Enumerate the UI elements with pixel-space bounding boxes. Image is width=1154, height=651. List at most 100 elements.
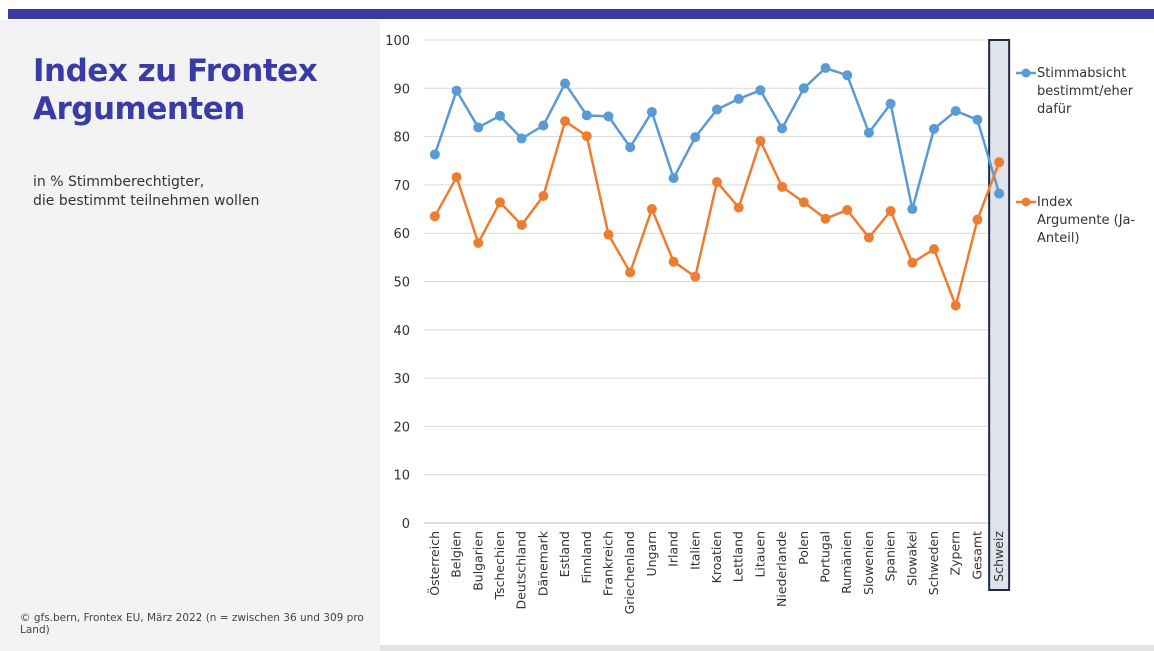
x-tick-label: Bulgarien: [470, 531, 485, 591]
highlight-box-schweiz: [988, 39, 1011, 591]
y-tick-label: 50: [393, 276, 410, 291]
data-point: [777, 123, 788, 134]
y-tick-label: 20: [393, 420, 410, 435]
x-tick-label: Gesamt: [969, 531, 984, 580]
data-point: [712, 177, 722, 188]
data-point: [581, 131, 592, 142]
x-tick-label: Österreich: [426, 531, 442, 596]
data-point: [885, 205, 896, 216]
data-point: [798, 83, 809, 94]
y-tick-label: 10: [393, 469, 410, 484]
data-point: [451, 85, 462, 96]
x-tick-label: Zypern: [948, 531, 963, 575]
data-point: [625, 142, 636, 153]
y-tick-label: 90: [393, 82, 410, 97]
data-point: [516, 219, 527, 230]
top-accent-stripe: [8, 9, 1154, 19]
data-point: [646, 106, 657, 117]
data-point: [625, 267, 636, 278]
data-point: [690, 271, 701, 282]
data-point: [820, 63, 831, 74]
data-point: [733, 202, 744, 213]
data-point: [755, 85, 766, 96]
data-point: [668, 256, 679, 267]
x-tick-label: Ungarn: [644, 531, 659, 577]
legend-label-index-argumente: Index Argumente (Ja-Anteil): [1037, 195, 1136, 246]
data-point: [929, 244, 940, 255]
x-tick-label: Irland: [666, 531, 681, 567]
data-point: [798, 197, 809, 208]
x-tick-label: Slowenien: [861, 531, 876, 595]
x-tick-label: Deutschland: [514, 531, 529, 609]
data-point: [451, 172, 462, 183]
bottom-strip: [380, 645, 1154, 651]
data-point: [712, 104, 722, 115]
x-tick-label: Spanien: [883, 531, 898, 582]
data-point: [994, 188, 1005, 199]
legend-label-stimmabsicht: Stimmabsicht bestimmt/eher dafür: [1037, 66, 1134, 117]
data-point: [516, 133, 527, 144]
source-note: © gfs.bern, Frontex EU, März 2022 (n = z…: [20, 612, 364, 636]
page-title: Index zu Frontex Argumenten: [33, 53, 318, 127]
x-tick-label: Schweiz: [991, 531, 1006, 582]
x-tick-label: Tschechien: [492, 531, 507, 600]
x-tick-label: Italien: [687, 531, 702, 570]
y-tick-label: 80: [393, 131, 410, 146]
data-point: [538, 191, 549, 202]
data-point: [494, 110, 505, 121]
left-panel: [0, 20, 380, 651]
top-accent-bar: [0, 0, 1154, 20]
x-tick-label: Griechenland: [622, 531, 637, 614]
data-point: [842, 205, 853, 216]
legend-dot-marker: [1021, 197, 1031, 207]
x-tick-label: Litauen: [752, 531, 767, 578]
data-point: [885, 98, 896, 109]
x-tick-label: Slowakei: [904, 531, 919, 586]
legend-dot-marker: [1021, 68, 1031, 78]
data-point: [863, 127, 874, 138]
x-tick-label: Dänemark: [535, 530, 550, 596]
x-tick-label: Portugal: [818, 531, 833, 583]
data-point: [690, 132, 701, 143]
y-tick-label: 70: [393, 179, 410, 194]
data-point: [668, 173, 679, 184]
data-point: [907, 204, 918, 215]
data-point: [560, 78, 571, 89]
y-tick-label: 0: [402, 517, 410, 532]
data-point: [994, 157, 1005, 168]
y-tick-label: 100: [385, 34, 410, 49]
data-point: [603, 111, 614, 122]
data-point: [907, 257, 918, 268]
data-point: [929, 123, 940, 134]
x-tick-label: Schweden: [926, 531, 941, 595]
data-point: [972, 214, 983, 225]
data-point: [950, 300, 961, 311]
x-tick-label: Kroatien: [709, 531, 724, 583]
y-tick-label: 30: [393, 372, 410, 387]
data-point: [603, 229, 614, 240]
data-point: [777, 181, 788, 192]
x-tick-label: Rumänien: [839, 531, 854, 594]
data-point: [842, 70, 853, 81]
x-tick-label: Niederlande: [774, 531, 789, 607]
x-tick-label: Polen: [796, 531, 811, 565]
data-point: [820, 213, 831, 224]
data-point: [429, 149, 440, 160]
data-point: [581, 110, 592, 121]
x-tick-label: Lettland: [731, 531, 746, 582]
data-point: [755, 135, 766, 146]
data-point: [494, 197, 505, 208]
data-point: [733, 93, 744, 104]
y-tick-label: 40: [393, 324, 410, 339]
x-tick-label: Belgien: [449, 531, 464, 578]
data-point: [473, 122, 484, 133]
page-subtitle: in % Stimmberechtigter, die bestimmt tei…: [33, 174, 260, 209]
data-point: [863, 232, 874, 243]
data-point: [429, 211, 440, 222]
data-point: [972, 114, 983, 125]
data-point: [473, 237, 484, 248]
x-tick-label: Finnland: [579, 531, 594, 584]
x-tick-label: Estland: [557, 531, 572, 577]
y-tick-label: 60: [393, 227, 410, 242]
